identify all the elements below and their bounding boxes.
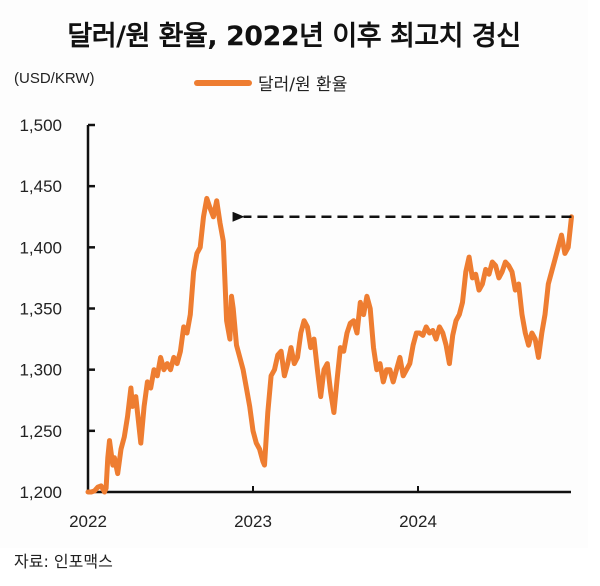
x-tick-label: 2023 (234, 512, 272, 531)
legend-label: 달러/원 환율 (258, 75, 348, 95)
x-tick-label: 2022 (69, 512, 107, 531)
y-tick-label: 1,500 (19, 116, 62, 135)
x-tick-label: 2024 (399, 512, 437, 531)
chart-title: 달러/원 환율, 2022년 이후 최고치 경신 (67, 21, 521, 52)
y-tick-label: 1,250 (19, 422, 62, 441)
exchange-rate-line (85, 195, 574, 495)
y-axis-unit-label: (USD/KRW) (14, 70, 95, 87)
y-tick-label: 1,450 (19, 177, 62, 196)
y-tick-label: 1,400 (19, 238, 62, 257)
y-axis: 1,200 1,250 1,300 1,350 1,400 1,450 1,500 (19, 116, 95, 502)
legend-line-swatch-icon (194, 79, 252, 86)
y-tick-label: 1,300 (19, 361, 62, 380)
legend: 달러/원 환율 (194, 70, 347, 95)
x-axis: 2022 2023 2024 (69, 486, 571, 531)
y-tick-label: 1,200 (19, 483, 62, 502)
source-note: 자료: 인포맥스 (14, 552, 113, 571)
y-tick-label: 1,350 (19, 300, 62, 319)
